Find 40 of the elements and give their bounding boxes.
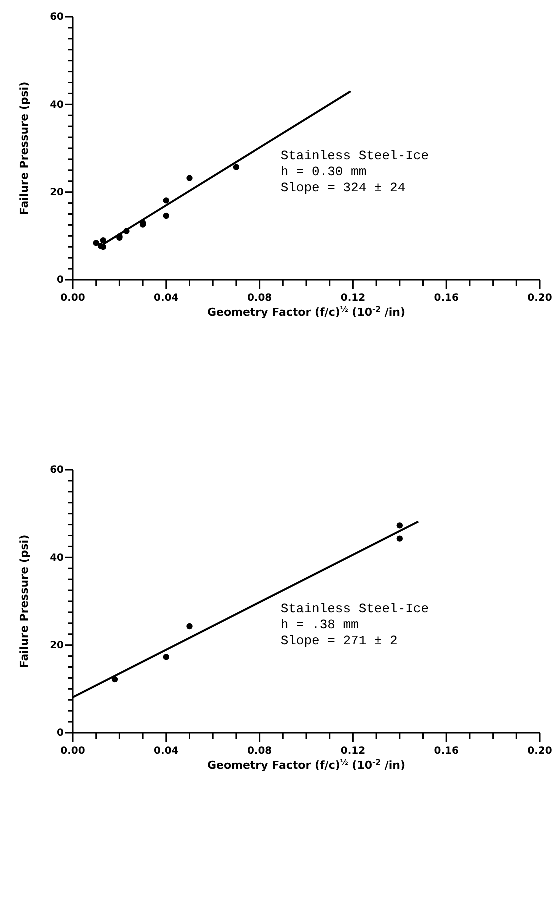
x-tick-label: 0.16	[434, 746, 459, 757]
annotation: Slope = 324 ± 24	[280, 180, 406, 196]
x-axis-title: Geometry Factor (f/c)$^{½}$ (10$^{-2}$ /in)	[207, 304, 406, 319]
y-tick-label: 40	[50, 552, 64, 564]
x-tick-label: 0.20	[528, 293, 552, 304]
annotation: h = .38 mm	[280, 617, 360, 632]
x-tick-label: 0.04	[154, 746, 179, 757]
x-tick-label: 0.04	[154, 293, 179, 304]
point	[233, 164, 240, 170]
point	[396, 522, 403, 529]
point	[100, 237, 106, 244]
y-tick-label: 20	[50, 188, 64, 199]
annotation: Stainless Steel-Ice	[280, 148, 430, 164]
x-tick-label: 0.12	[340, 746, 366, 757]
y-axis-title: Failure Pressure (psi)	[18, 82, 31, 216]
x-tick-label: 0.08	[247, 293, 272, 304]
x-tick-label: 0.00	[60, 746, 86, 757]
y-axis-title: Failure Pressure (psi)	[18, 534, 31, 668]
point	[93, 240, 100, 246]
x-axis-title: Geometry Factor (f/c)$^{½}$ (10$^{-2}$ /in)	[207, 758, 406, 772]
x-tick-label: 0.12	[340, 293, 366, 304]
point	[163, 654, 170, 660]
point	[186, 175, 193, 182]
y-tick-label: 0	[57, 275, 64, 286]
x-tick-label: 0.00	[60, 293, 86, 304]
y-tick-label: 40	[50, 100, 64, 111]
annotation: Stainless Steel-Ice	[280, 601, 430, 616]
point	[396, 536, 403, 542]
point	[163, 212, 170, 220]
point	[186, 623, 193, 630]
y-tick-label: 60	[50, 12, 64, 24]
x-tick-label: 0.20	[528, 746, 552, 757]
point	[163, 198, 170, 204]
x-tick-label: 0.16	[434, 293, 459, 304]
y-tick-label: 0	[57, 728, 64, 740]
annotation: Slope = 271 ± 2	[280, 633, 398, 648]
y-tick-label: 20	[50, 640, 64, 652]
y-tick-label: 60	[50, 465, 64, 476]
annotation: h = 0.30 mm	[280, 164, 367, 180]
x-tick-label: 0.08	[247, 746, 272, 757]
